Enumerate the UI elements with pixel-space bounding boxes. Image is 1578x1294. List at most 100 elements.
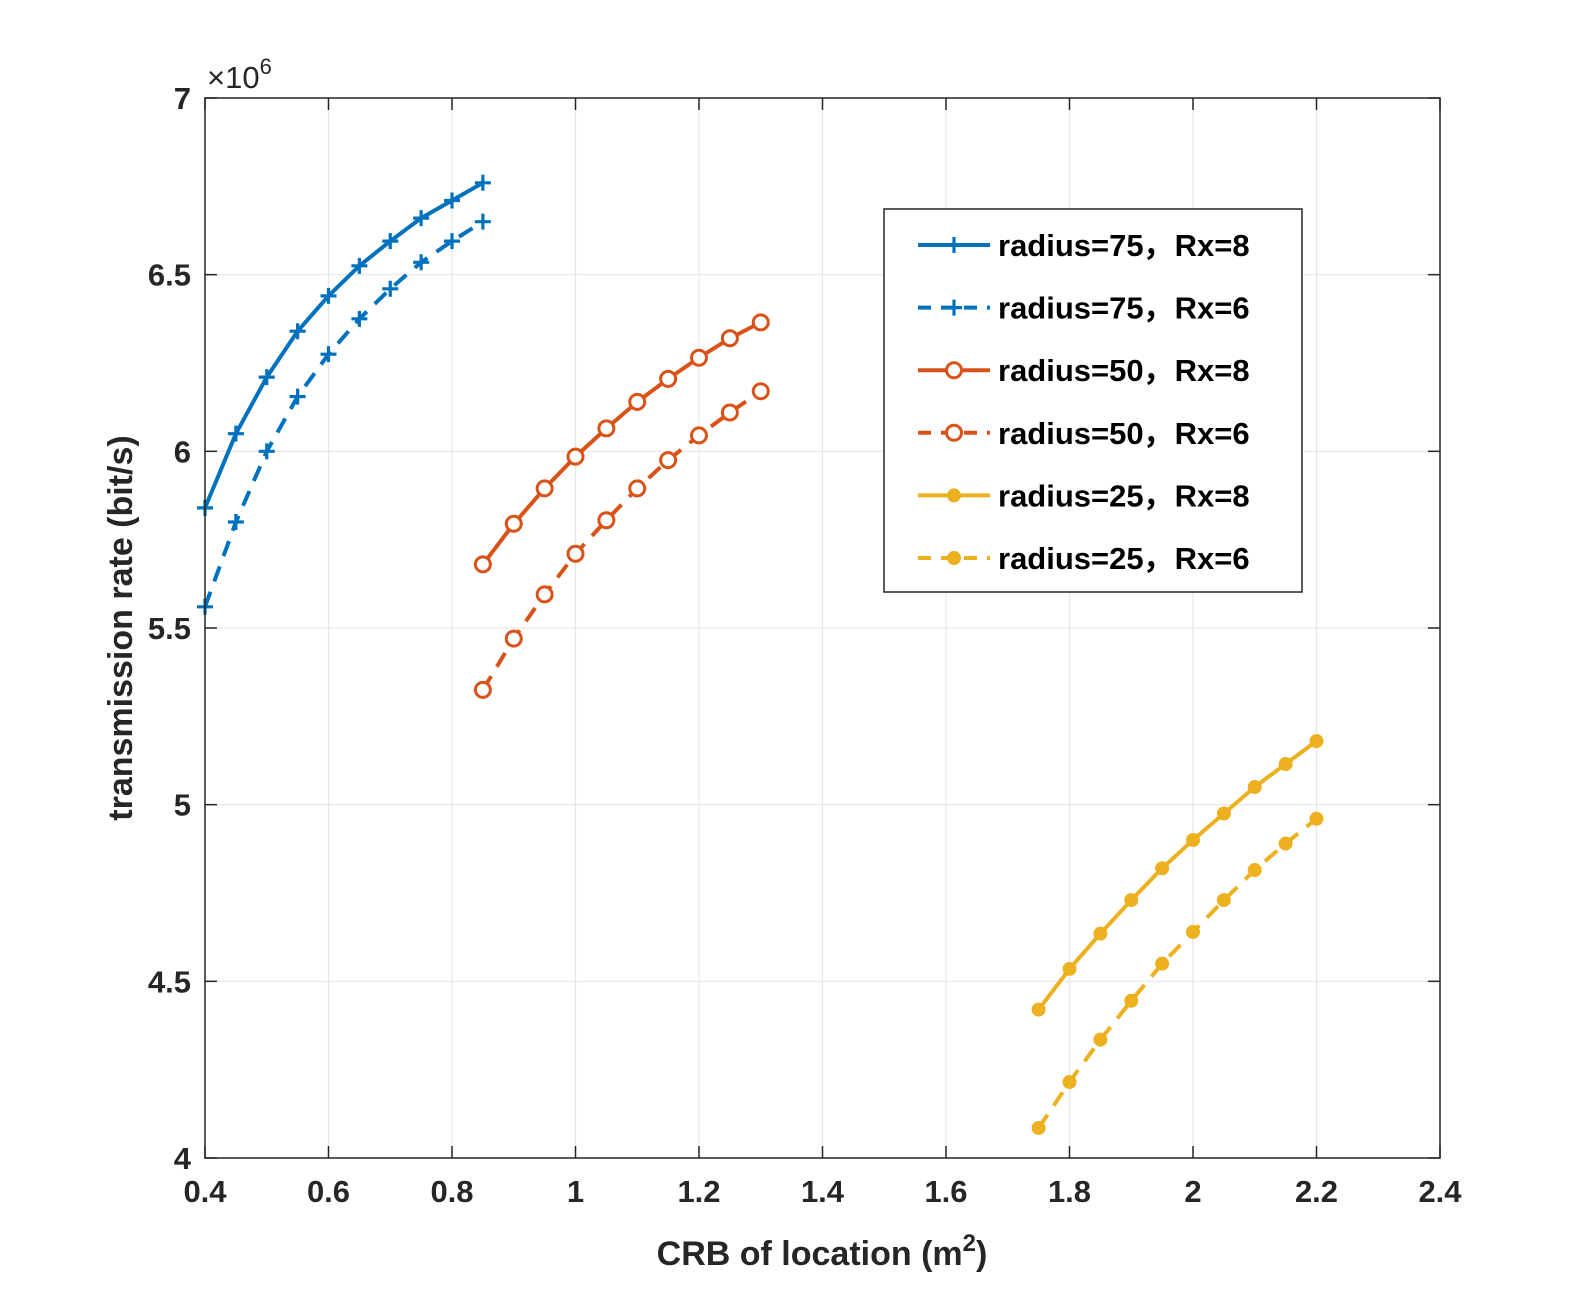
data-point bbox=[1031, 1002, 1046, 1017]
data-point bbox=[659, 369, 678, 388]
series-line bbox=[481, 320, 762, 566]
data-point bbox=[474, 213, 491, 230]
y-tick-label: 6.5 bbox=[148, 258, 191, 293]
legend-item: radius=50，Rx=8 bbox=[918, 353, 1250, 388]
series-5 bbox=[1031, 734, 1324, 1017]
x-tick-label: 2.4 bbox=[1418, 1174, 1462, 1209]
data-point bbox=[1186, 833, 1200, 847]
x-tick-label: 1.2 bbox=[677, 1174, 720, 1209]
y-tick-label: 6 bbox=[174, 434, 191, 469]
legend-marker bbox=[946, 237, 962, 253]
data-point bbox=[1124, 893, 1139, 908]
x-axis-label: CRB of location (m2) bbox=[657, 1230, 988, 1273]
data-point bbox=[1278, 836, 1293, 851]
legend-label: radius=50，Rx=6 bbox=[998, 416, 1250, 451]
data-point bbox=[566, 544, 585, 563]
legend-label: radius=75，Rx=8 bbox=[998, 228, 1250, 263]
y-multiplier: ×106 bbox=[207, 54, 272, 95]
data-point bbox=[1093, 1032, 1108, 1047]
series-line bbox=[203, 181, 484, 509]
x-tick-label: 1 bbox=[567, 1174, 584, 1209]
data-point bbox=[1062, 961, 1077, 976]
y-tick-label: 7 bbox=[174, 81, 191, 116]
data-point bbox=[444, 192, 460, 209]
data-point bbox=[258, 369, 275, 386]
data-point bbox=[1062, 1075, 1077, 1090]
y-tick-label: 5.5 bbox=[148, 611, 191, 646]
data-point bbox=[444, 233, 460, 250]
data-point bbox=[504, 514, 523, 533]
x-tick-label: 2 bbox=[1184, 1174, 1201, 1209]
data-point bbox=[1155, 861, 1170, 876]
data-point bbox=[1309, 811, 1324, 826]
data-point bbox=[504, 629, 523, 648]
legend-label: radius=50，Rx=8 bbox=[998, 353, 1250, 388]
data-point bbox=[1216, 806, 1231, 821]
legend-label: radius=25，Rx=6 bbox=[998, 541, 1250, 576]
data-point bbox=[320, 346, 337, 363]
data-point bbox=[1031, 1120, 1046, 1135]
data-point bbox=[751, 382, 770, 401]
x-axis-label-close: ) bbox=[976, 1235, 987, 1273]
x-tick-label: 1.8 bbox=[1048, 1174, 1091, 1209]
data-point bbox=[473, 680, 492, 699]
y-multiplier-exponent: 6 bbox=[260, 54, 272, 79]
x-tick-label: 1.4 bbox=[801, 1174, 845, 1209]
x-tick-label: 0.4 bbox=[183, 1174, 227, 1209]
data-point bbox=[720, 329, 739, 348]
legend-item: radius=25，Rx=8 bbox=[918, 478, 1250, 513]
legend-item: radius=25，Rx=6 bbox=[918, 541, 1250, 576]
series-group bbox=[197, 174, 1324, 1135]
legend-marker bbox=[945, 361, 963, 380]
data-point bbox=[258, 443, 275, 460]
y-tick-label: 5 bbox=[174, 788, 191, 823]
legend-label: radius=25，Rx=8 bbox=[998, 478, 1250, 513]
legend-item: radius=75，Rx=8 bbox=[918, 228, 1250, 263]
data-point bbox=[413, 210, 430, 227]
x-axis-label-main: CRB of location (m bbox=[657, 1235, 963, 1273]
x-tick-label: 1.6 bbox=[924, 1174, 967, 1209]
y-axis-label: transmission rate (bit/s) bbox=[102, 435, 140, 820]
data-point bbox=[628, 392, 647, 411]
data-point bbox=[597, 419, 616, 438]
series-2 bbox=[197, 213, 491, 615]
legend-marker bbox=[947, 551, 961, 565]
data-point bbox=[566, 447, 585, 466]
data-point bbox=[382, 280, 399, 297]
data-point bbox=[1247, 863, 1262, 878]
legend-item: radius=50，Rx=6 bbox=[918, 416, 1250, 451]
series-line bbox=[481, 389, 762, 691]
x-axis-label-superscript: 2 bbox=[963, 1230, 976, 1257]
legend: radius=75，Rx=8 radius=75，Rx=6 radius=50，Rx… bbox=[883, 208, 1303, 593]
legend-marker bbox=[947, 488, 961, 503]
data-point bbox=[690, 348, 708, 367]
data-point bbox=[227, 514, 244, 530]
data-point bbox=[1093, 926, 1108, 941]
y-tick-label: 4 bbox=[174, 1141, 192, 1176]
data-point bbox=[597, 511, 616, 530]
legend-label: radius=75，Rx=6 bbox=[998, 291, 1250, 326]
y-tick-label: 4.5 bbox=[148, 964, 191, 999]
data-point bbox=[413, 254, 430, 271]
data-point bbox=[1124, 993, 1139, 1008]
data-point bbox=[1186, 924, 1200, 939]
data-point bbox=[1278, 757, 1293, 772]
y-multiplier-base: ×10 bbox=[207, 60, 260, 95]
data-point bbox=[474, 174, 491, 191]
legend-item: radius=75，Rx=6 bbox=[918, 291, 1250, 326]
data-point bbox=[751, 313, 770, 332]
data-point bbox=[289, 388, 306, 405]
data-point bbox=[351, 257, 368, 274]
data-point bbox=[720, 403, 739, 422]
data-point bbox=[1155, 956, 1170, 971]
data-point bbox=[227, 425, 244, 442]
data-point bbox=[535, 585, 554, 604]
series-3 bbox=[473, 313, 770, 574]
x-tick-label: 0.6 bbox=[307, 1174, 350, 1209]
series-line bbox=[1036, 817, 1318, 1130]
axis-ticks: 0.4 0.6 0.8 1 1.2 1.4 1.6 1.8 2 2.2 2.4 4 4.5 5 5.5 6 6.… bbox=[148, 81, 1462, 1209]
data-point bbox=[1247, 780, 1262, 794]
data-point bbox=[473, 555, 492, 574]
series-1 bbox=[197, 174, 491, 516]
